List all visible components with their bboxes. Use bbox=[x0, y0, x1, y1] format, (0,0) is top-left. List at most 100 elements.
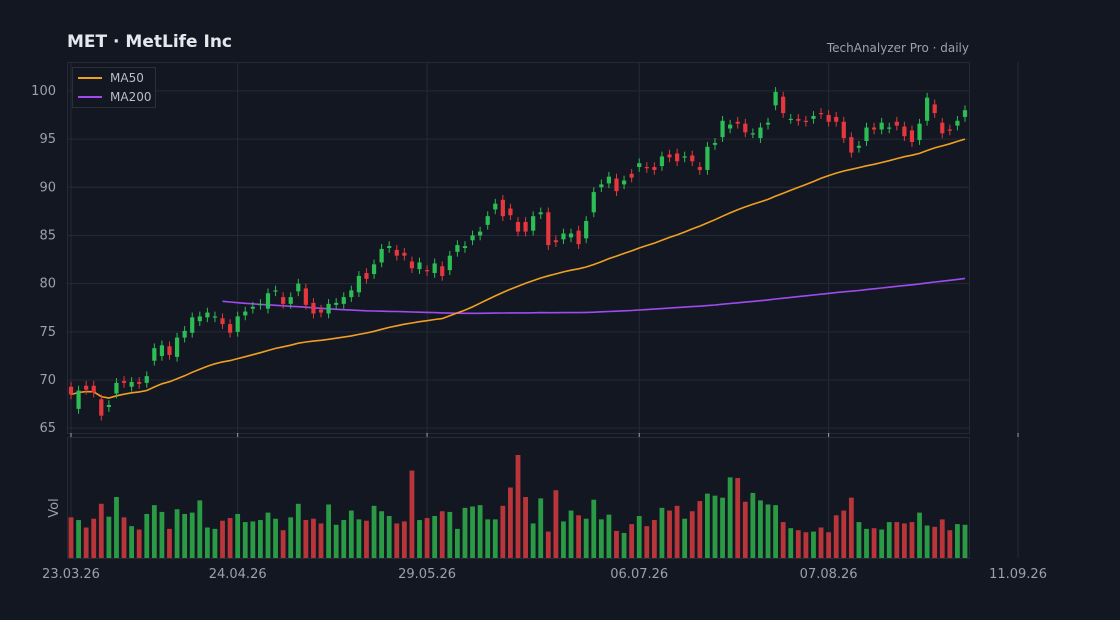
price-tick-label: 80 bbox=[39, 277, 56, 292]
candle-body bbox=[379, 248, 384, 263]
ma200-path bbox=[222, 277, 966, 315]
volume-bar bbox=[447, 511, 453, 558]
candle-body bbox=[311, 302, 316, 314]
price-axis: 65 70 75 80 85 90 95 100 bbox=[31, 84, 56, 436]
date-tick-label: 07.08.26 bbox=[800, 567, 858, 582]
volume-bar bbox=[932, 526, 938, 558]
candle-body bbox=[167, 346, 172, 355]
candle-body bbox=[281, 297, 286, 304]
date-tick-label: 11.09.26 bbox=[989, 567, 1047, 582]
volume-bar bbox=[106, 516, 112, 558]
volume-bar bbox=[644, 526, 650, 558]
volume-bar bbox=[318, 523, 324, 558]
candle-body bbox=[91, 385, 96, 393]
candle-body bbox=[962, 110, 968, 117]
volume-bar bbox=[909, 522, 915, 558]
price-tick-label: 95 bbox=[39, 132, 56, 147]
volume-bar bbox=[727, 477, 733, 558]
candle-body bbox=[371, 264, 377, 274]
candle-body bbox=[781, 96, 786, 114]
volume-bar bbox=[962, 524, 968, 558]
date-tick-label: 24.04.26 bbox=[209, 567, 267, 582]
price-grid bbox=[67, 62, 1019, 433]
price-tick-label: 70 bbox=[39, 373, 56, 388]
candle-body bbox=[720, 120, 725, 138]
candle-body bbox=[773, 91, 778, 106]
candle-body bbox=[447, 255, 452, 271]
volume-bar bbox=[91, 518, 97, 558]
volume-bar bbox=[303, 520, 309, 558]
volume-bar bbox=[417, 520, 422, 558]
volume-bar bbox=[341, 520, 347, 558]
volume-bar bbox=[561, 521, 566, 558]
candle-body bbox=[409, 261, 415, 269]
volume-bar bbox=[364, 520, 369, 558]
volume-bar bbox=[379, 511, 385, 558]
candle-body bbox=[834, 116, 839, 122]
volume-bar bbox=[841, 510, 847, 558]
candle-body bbox=[349, 290, 354, 298]
candle-body bbox=[894, 121, 899, 126]
volume-bar bbox=[697, 501, 703, 558]
candle-body bbox=[318, 309, 324, 313]
volume-bar bbox=[515, 455, 521, 558]
candle-body bbox=[705, 146, 710, 170]
volume-bar bbox=[485, 519, 491, 558]
volume-bar bbox=[401, 521, 407, 558]
candle-body bbox=[546, 212, 551, 246]
candle-body bbox=[788, 118, 793, 121]
volume-bar bbox=[576, 515, 582, 558]
volume-bar bbox=[500, 505, 506, 558]
volume-bar bbox=[356, 519, 362, 558]
volume-bar bbox=[523, 497, 528, 558]
volume-bar bbox=[780, 522, 786, 558]
volume-bar bbox=[235, 513, 241, 558]
volume-bar bbox=[76, 520, 81, 558]
candle-body bbox=[387, 246, 392, 248]
candle-body bbox=[864, 127, 869, 142]
candle-body bbox=[159, 345, 165, 356]
candle-body bbox=[440, 266, 445, 276]
candle-body bbox=[182, 330, 187, 338]
candle-body bbox=[478, 231, 483, 236]
volume-bar bbox=[758, 500, 763, 558]
candle-body bbox=[296, 283, 301, 292]
volume-bar bbox=[591, 499, 597, 558]
volume-bar bbox=[917, 512, 922, 558]
candle-body bbox=[250, 306, 255, 309]
candle-body bbox=[728, 124, 733, 129]
candle-body bbox=[190, 317, 195, 333]
volume-bar bbox=[614, 530, 619, 558]
volume-bar bbox=[659, 507, 665, 558]
price-tick-label: 75 bbox=[39, 325, 56, 340]
candle-body bbox=[265, 293, 271, 309]
candle-body bbox=[243, 311, 248, 316]
volume-bar bbox=[250, 521, 256, 558]
candle-body bbox=[750, 133, 755, 135]
volume-bar bbox=[159, 511, 165, 558]
volume-bar bbox=[227, 518, 233, 558]
candle-body bbox=[947, 129, 952, 131]
ma200-line bbox=[222, 277, 966, 315]
volume-bar bbox=[583, 518, 589, 558]
volume-bar bbox=[348, 510, 354, 558]
candle-body bbox=[417, 262, 422, 270]
ma50-line bbox=[70, 138, 966, 399]
candle-body bbox=[902, 126, 907, 137]
volume-bar bbox=[492, 519, 498, 558]
candle-body bbox=[493, 203, 498, 210]
volume-bar bbox=[136, 529, 142, 558]
volume-bar bbox=[273, 518, 278, 558]
volume-bar bbox=[712, 495, 718, 558]
volume-bar bbox=[924, 525, 930, 558]
date-tick-label: 29.05.26 bbox=[398, 567, 456, 582]
volume-bar bbox=[394, 523, 400, 558]
date-axis: 23.03.26 24.04.26 29.05.26 06.07.26 07.08.26… bbox=[42, 433, 1047, 582]
candle-body bbox=[144, 376, 149, 383]
volume-bar bbox=[621, 532, 627, 558]
candle-body bbox=[917, 123, 922, 141]
candle-body bbox=[849, 137, 854, 153]
candle-body bbox=[228, 324, 233, 333]
candle-body bbox=[205, 312, 210, 318]
